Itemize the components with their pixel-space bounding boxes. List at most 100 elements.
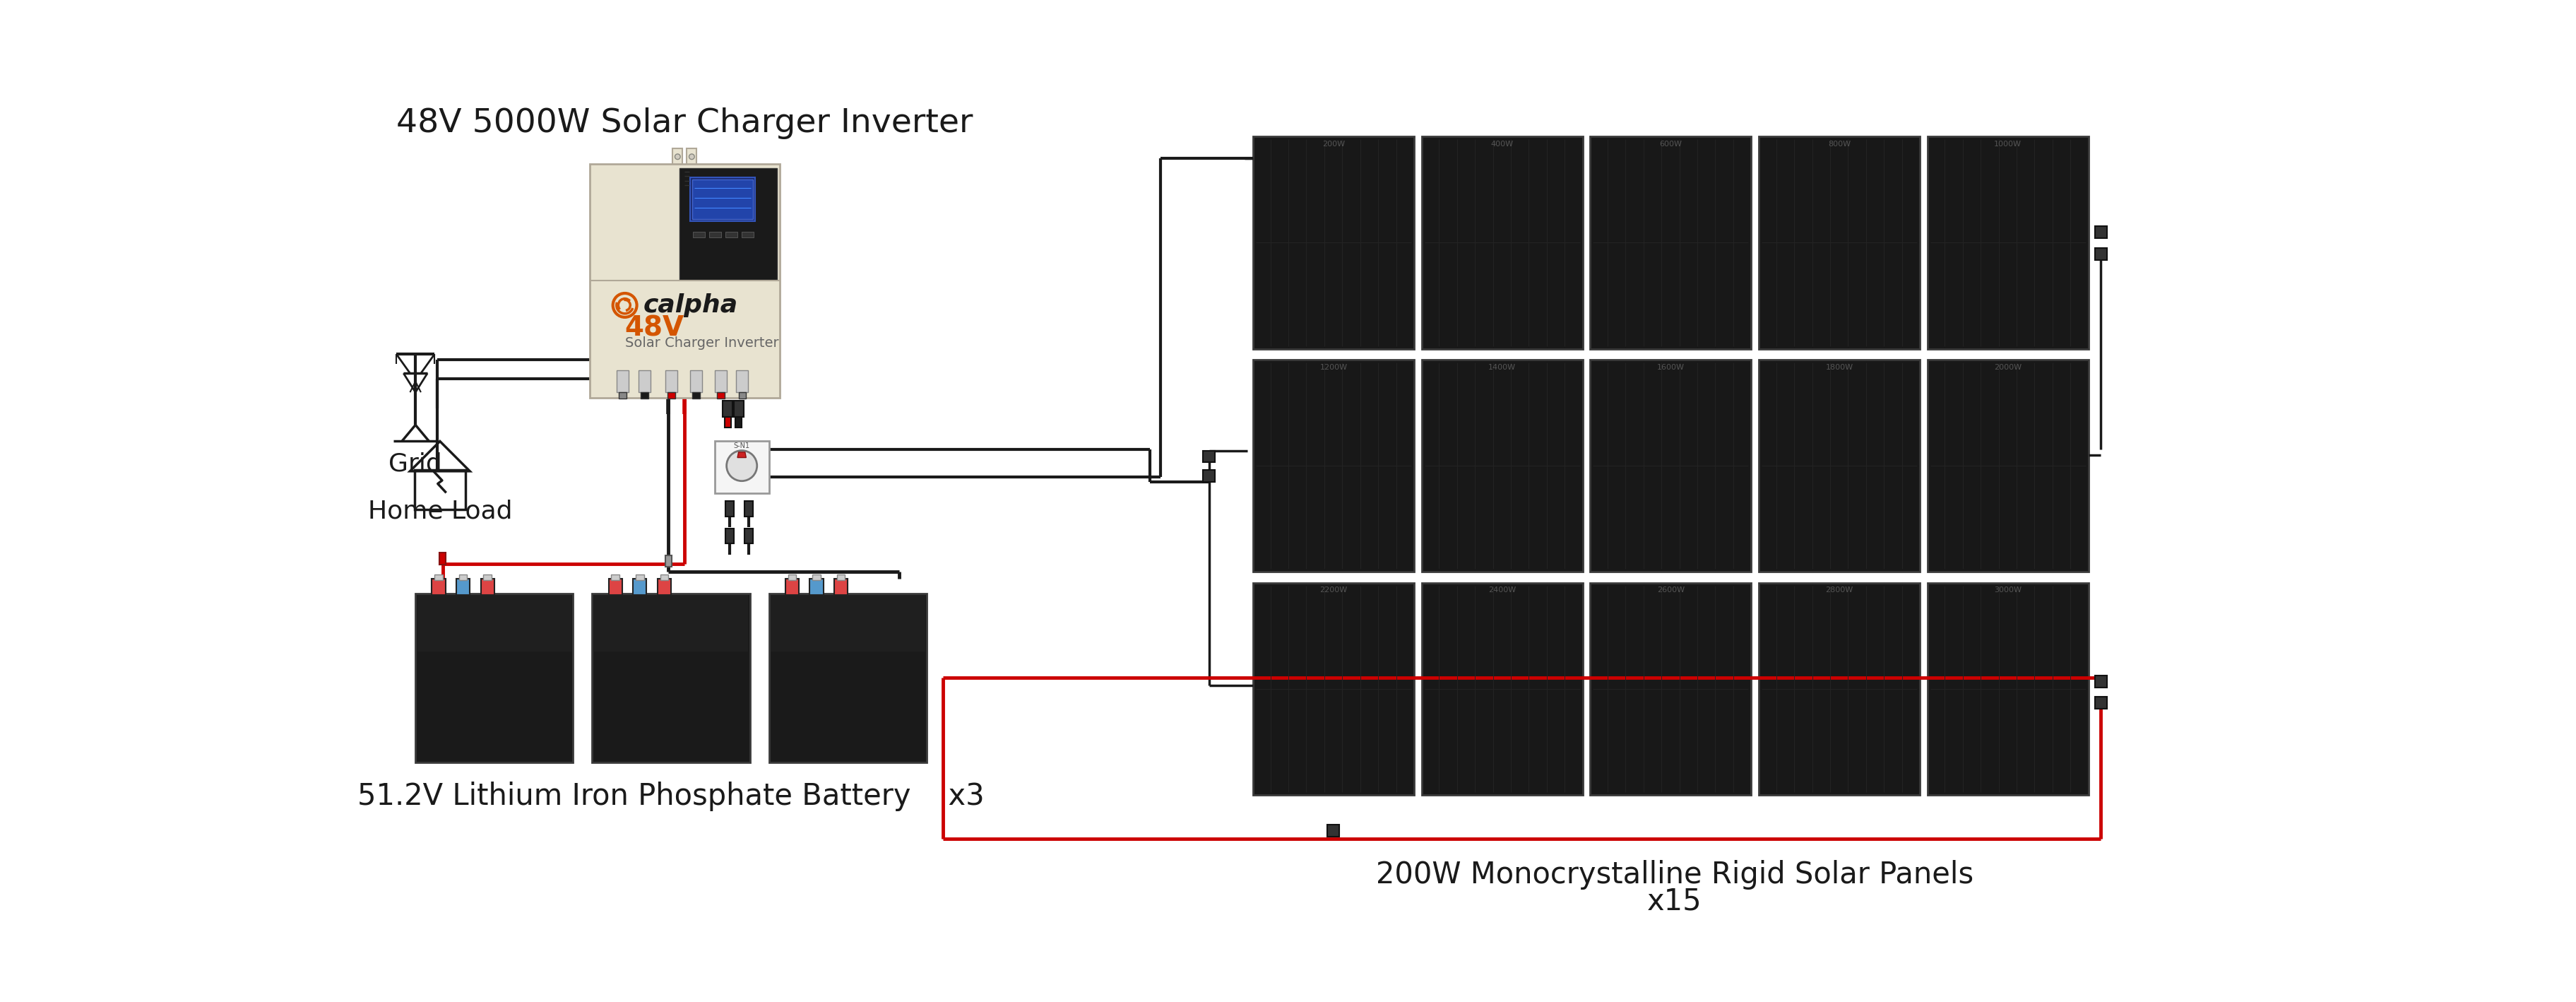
Text: 48V 5000W Solar Charger Inverter: 48V 5000W Solar Charger Inverter [397, 107, 974, 139]
Text: 3000W: 3000W [1994, 587, 2022, 594]
Bar [1252, 136, 1414, 349]
Bar [639, 371, 649, 393]
Bar [809, 578, 824, 595]
Bar [734, 401, 744, 417]
Bar [2094, 675, 2107, 687]
Bar [484, 574, 492, 580]
Bar [690, 177, 755, 220]
Bar [811, 574, 822, 580]
Circle shape [675, 154, 680, 159]
Bar [641, 393, 649, 399]
Bar [1927, 360, 2089, 572]
Text: 200W Monocrystalline Rigid Solar Panels: 200W Monocrystalline Rigid Solar Panels [1376, 861, 1973, 890]
Bar [708, 231, 721, 237]
Bar [744, 501, 752, 516]
Text: 51.2V Lithium Iron Phosphate Battery    x3: 51.2V Lithium Iron Phosphate Battery x3 [358, 782, 984, 811]
Bar [714, 441, 770, 493]
Bar [611, 574, 618, 580]
Bar [482, 578, 495, 595]
Bar [739, 393, 747, 399]
Text: 200W: 200W [1321, 140, 1345, 147]
Bar [1327, 825, 1340, 837]
Text: S-N1: S-N1 [734, 442, 750, 449]
Bar [1927, 136, 2089, 349]
Bar [618, 393, 626, 399]
Bar [456, 578, 469, 595]
Bar [657, 578, 672, 595]
Bar [433, 578, 446, 595]
Bar [2094, 226, 2107, 238]
Bar [1759, 136, 1919, 349]
Bar [724, 401, 732, 417]
Bar [1203, 451, 1216, 463]
Bar [616, 371, 629, 393]
Text: 800W: 800W [1829, 140, 1850, 147]
Circle shape [726, 451, 757, 481]
Bar [1589, 360, 1752, 572]
Bar [770, 595, 925, 651]
Text: Home Load: Home Load [368, 499, 513, 523]
Bar [1422, 360, 1582, 572]
Bar [659, 574, 667, 580]
Bar [1759, 583, 1919, 795]
Text: 2200W: 2200W [1319, 587, 1347, 594]
Text: 400W: 400W [1492, 140, 1515, 147]
Bar [665, 555, 672, 566]
Bar [672, 148, 683, 165]
Bar [788, 574, 796, 580]
Bar [693, 231, 706, 237]
Circle shape [688, 154, 696, 159]
Bar [415, 593, 574, 763]
Bar [1203, 470, 1216, 482]
Polygon shape [737, 452, 747, 458]
Bar [595, 595, 747, 651]
Bar [734, 417, 742, 428]
Text: calpha: calpha [644, 294, 739, 318]
Text: 600W: 600W [1659, 140, 1682, 147]
Text: Solar Charger Inverter: Solar Charger Inverter [626, 337, 778, 350]
Bar [1759, 360, 1919, 572]
Bar [459, 574, 466, 580]
Text: 1400W: 1400W [1489, 364, 1515, 371]
Text: x15: x15 [1646, 887, 1703, 916]
Bar [1422, 583, 1582, 795]
Bar [742, 231, 755, 237]
Bar [665, 371, 677, 393]
Bar [744, 528, 752, 543]
Text: 48V: 48V [626, 315, 685, 342]
Bar [716, 393, 724, 399]
Bar [1589, 136, 1752, 349]
Bar [1422, 136, 1582, 349]
Bar [737, 371, 747, 393]
Bar [440, 553, 446, 565]
Bar [636, 574, 644, 580]
Bar [688, 148, 696, 165]
Text: 1800W: 1800W [1826, 364, 1852, 371]
Bar [1927, 583, 2089, 795]
Bar [726, 528, 734, 543]
Bar [667, 393, 675, 399]
Text: 1000W: 1000W [1994, 140, 2022, 147]
Bar [1589, 583, 1752, 795]
Bar [693, 393, 701, 399]
Bar [590, 163, 781, 398]
Bar [724, 417, 732, 428]
Bar [786, 578, 799, 595]
Bar [2094, 697, 2107, 709]
Bar [693, 179, 752, 218]
Text: 1200W: 1200W [1319, 364, 1347, 371]
Bar [770, 593, 927, 763]
Text: 2800W: 2800W [1826, 587, 1852, 594]
Text: Grid: Grid [389, 452, 443, 476]
Bar [1252, 360, 1414, 572]
Bar [690, 371, 703, 393]
Bar [634, 578, 647, 595]
Text: 2400W: 2400W [1489, 587, 1517, 594]
Bar [415, 470, 466, 509]
Bar [435, 574, 443, 580]
Bar [726, 501, 734, 516]
Bar [835, 578, 848, 595]
Text: 1600W: 1600W [1656, 364, 1685, 371]
Bar [837, 574, 845, 580]
Bar [592, 593, 750, 763]
